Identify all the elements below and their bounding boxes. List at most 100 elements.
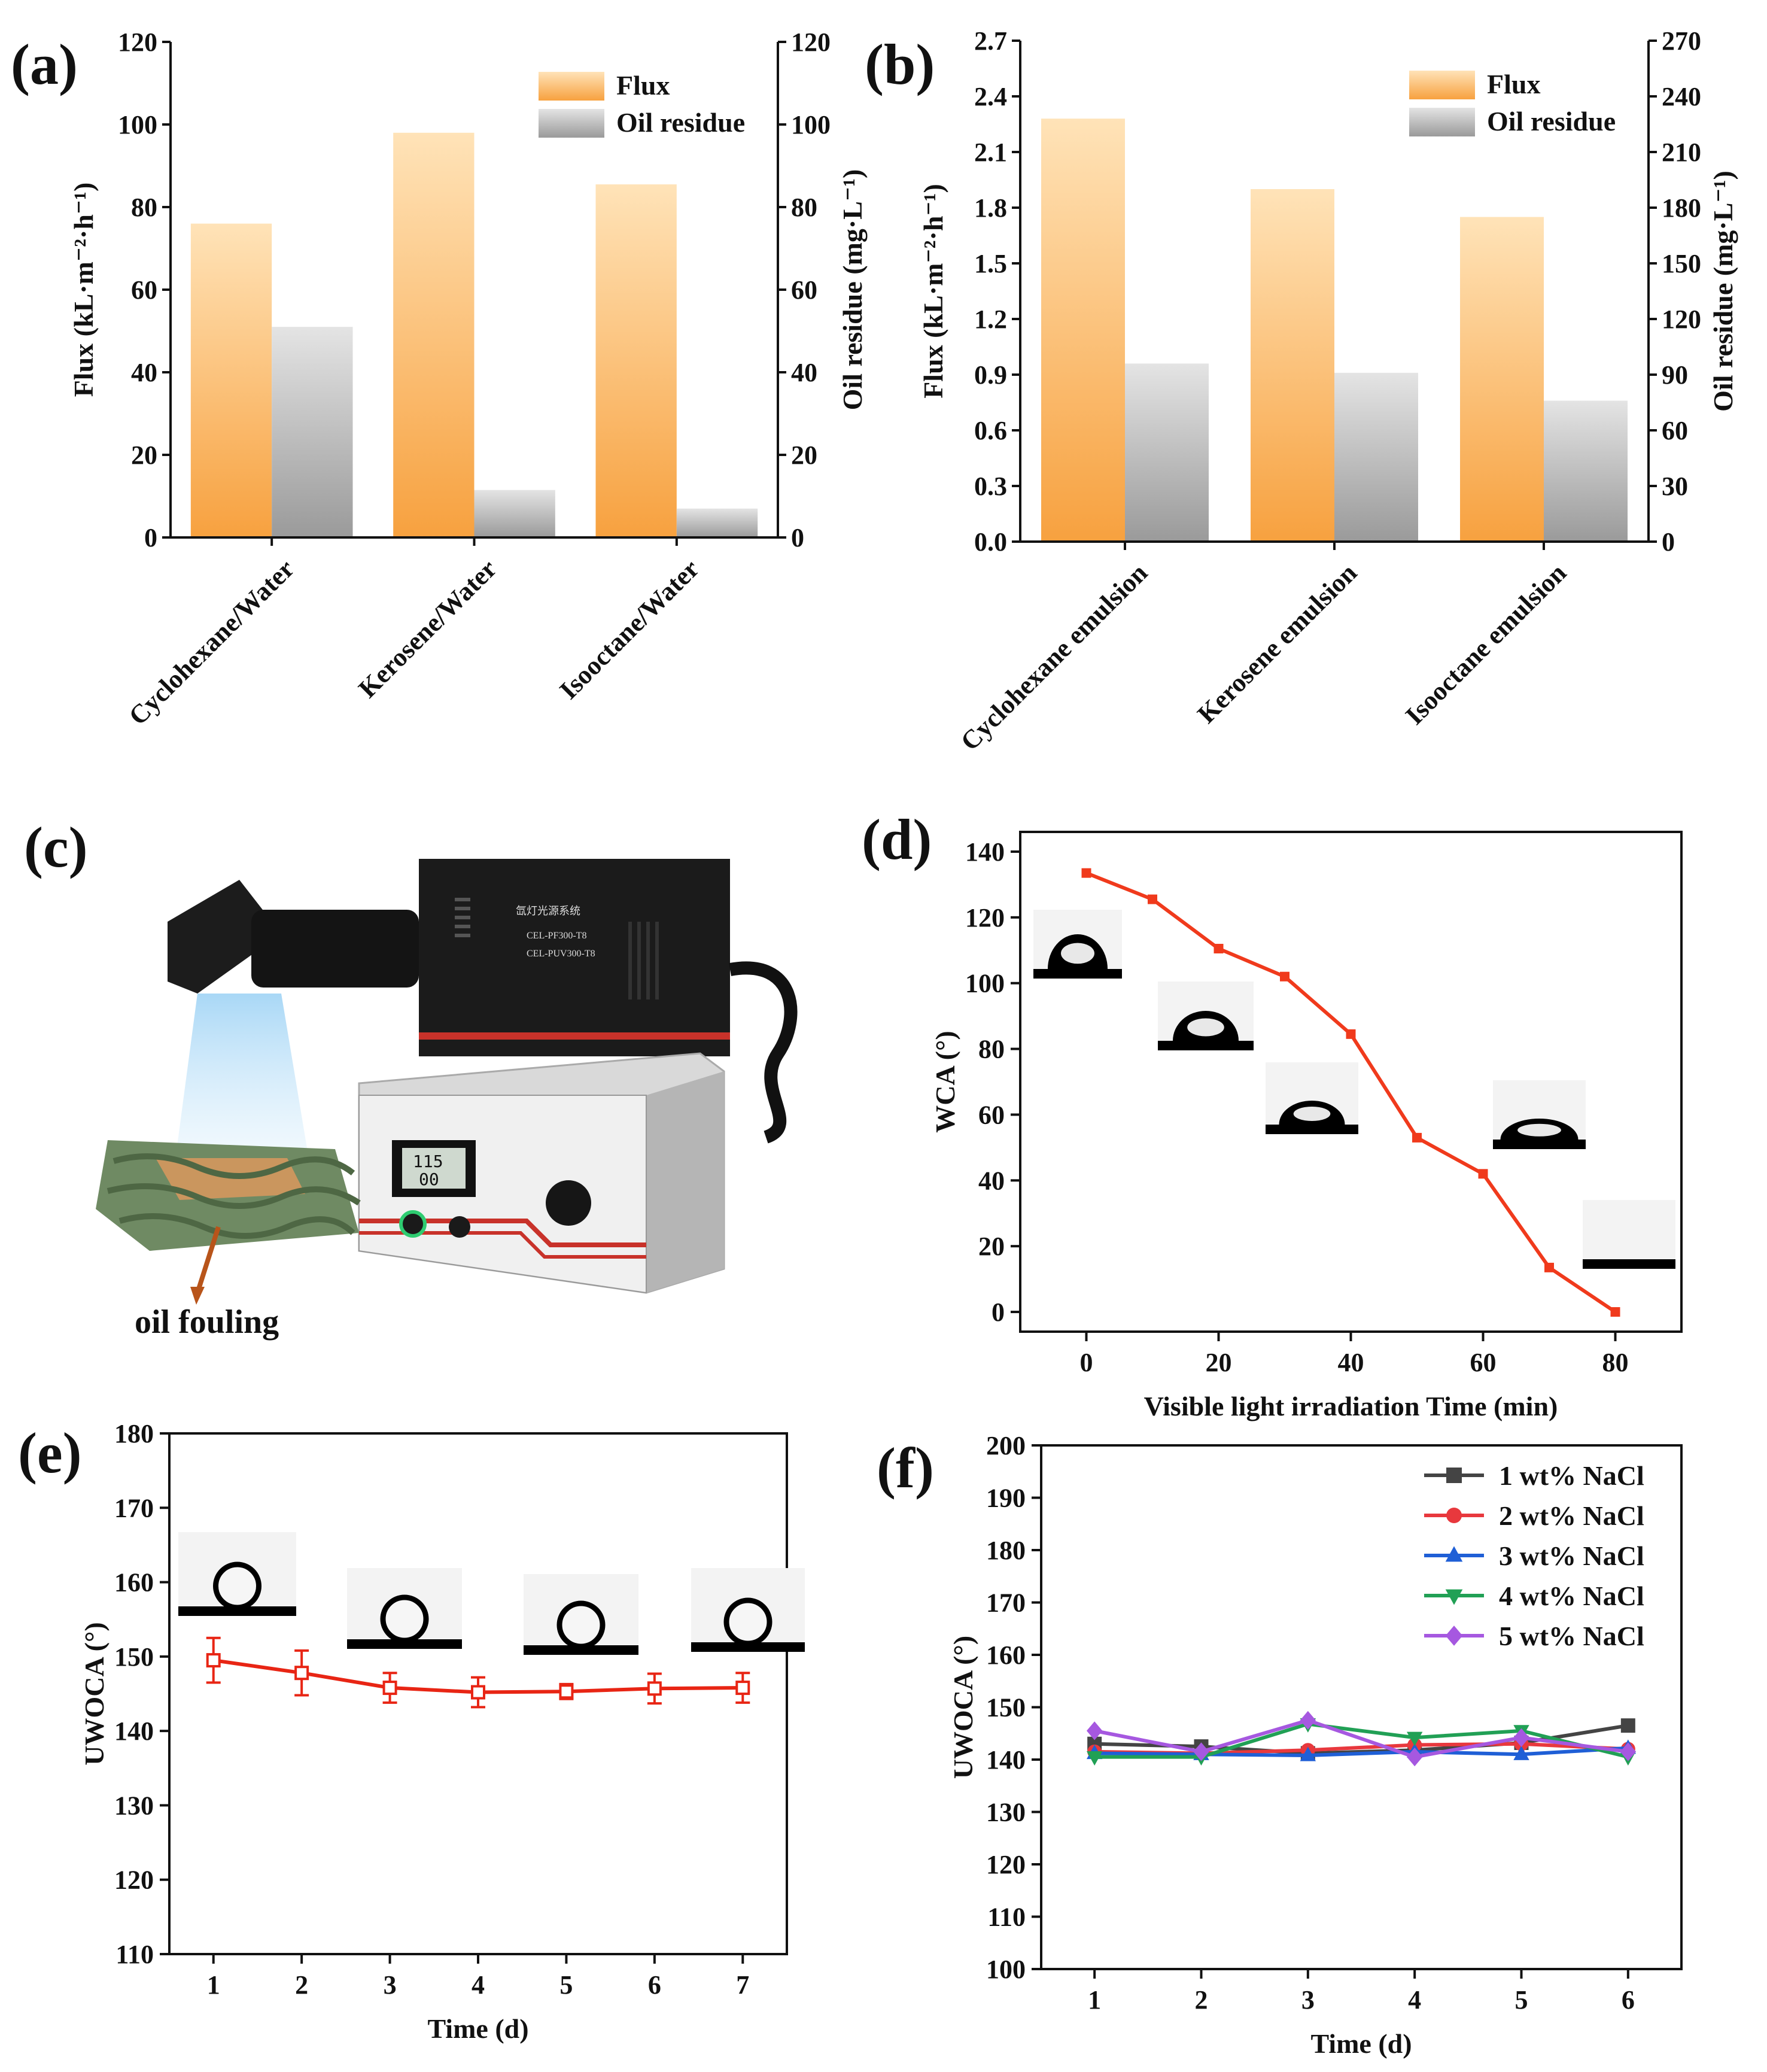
bar-chart-b: Cyclohexane emulsion Kerosene emulsion Iso… xyxy=(918,26,1738,757)
control-knob-icon xyxy=(546,1180,591,1226)
y-tick-label: 100 xyxy=(118,110,157,139)
wca-inset-4-highlight xyxy=(1517,1123,1561,1137)
marker-diamond xyxy=(1193,1742,1209,1761)
uwoca-inset-2-substrate xyxy=(347,1639,462,1649)
lcd-value-1: 115 xyxy=(413,1152,443,1171)
lamp-arm xyxy=(251,910,419,988)
wca-inset-5-substrate xyxy=(1583,1259,1675,1269)
x-tick-label: 6 xyxy=(1622,1985,1635,2015)
y-tick-label: 0.6 xyxy=(974,416,1007,445)
device-title-text: 氙灯光源系统 xyxy=(516,905,580,917)
y2-tick-label: 180 xyxy=(1662,193,1701,223)
data-point xyxy=(471,1685,485,1700)
category-label: Cyclohexane emulsion xyxy=(955,558,1153,756)
category-label: Isooctane/Water xyxy=(554,554,705,704)
x-tick-label: 6 xyxy=(648,1970,661,2000)
y2-tick-label: 30 xyxy=(1662,472,1688,501)
y2-tick-label: 60 xyxy=(791,275,817,305)
oil-residue-bar xyxy=(1544,400,1628,542)
y2-tick-label: 150 xyxy=(1662,249,1701,278)
y-axis-title: UWOCA (°) xyxy=(79,1622,110,1765)
marker-triangle-down xyxy=(1086,1751,1103,1766)
front-stripe-2 xyxy=(359,1231,646,1259)
y-tick-label: 160 xyxy=(986,1640,1026,1670)
oil-stain xyxy=(156,1158,305,1200)
data-point xyxy=(206,1653,221,1668)
y2-tick-label: 120 xyxy=(1662,305,1701,334)
y-axis-title: Flux (kL·m⁻²·h⁻¹) xyxy=(68,183,99,397)
y-tick-label: 200 xyxy=(986,1431,1026,1460)
y-tick-label: 150 xyxy=(114,1642,154,1672)
y-tick-label: 160 xyxy=(114,1568,154,1597)
series-line xyxy=(1094,1722,1629,1759)
y-tick-label: 0.3 xyxy=(974,472,1007,501)
marker-triangle-down xyxy=(1406,1731,1423,1746)
panel-label-e: (e) xyxy=(18,1421,82,1485)
legend-oil-swatch xyxy=(1409,108,1475,136)
marker-square xyxy=(1620,1718,1635,1733)
legend-oil-label: Oil residue xyxy=(616,107,745,138)
data-point xyxy=(382,1681,397,1696)
panel-label-d: (d) xyxy=(862,807,932,871)
y-tick-label: 80 xyxy=(131,193,157,222)
device-model-1: CEL-PF300-T8 xyxy=(527,931,586,941)
y-tick-label: 140 xyxy=(114,1716,154,1746)
x-tick-label: 3 xyxy=(1301,1985,1315,2015)
controller-side xyxy=(646,1071,724,1293)
flux-bar xyxy=(595,184,677,537)
y-tick-label: 0.9 xyxy=(974,360,1007,390)
legend-label: 1 wt% NaCl xyxy=(1499,1460,1644,1491)
power-cable xyxy=(729,961,798,1144)
x-axis-title: Time (d) xyxy=(1310,2028,1412,2059)
y2-tick-label: 0 xyxy=(1662,527,1675,557)
bar-chart-a: Cyclohexane/Water Kerosene/Water Isooctane… xyxy=(68,28,868,731)
series-line xyxy=(1094,1746,1629,1758)
y-tick-label: 0.0 xyxy=(974,527,1007,557)
data-point xyxy=(294,1666,309,1681)
legend-label: 3 wt% NaCl xyxy=(1499,1541,1644,1571)
x-tick-label: 1 xyxy=(207,1970,220,2000)
y-tick-label: 20 xyxy=(131,440,157,470)
y-tick-label: 180 xyxy=(986,1536,1026,1565)
x-tick-label: 80 xyxy=(1602,1348,1629,1377)
data-point xyxy=(647,1681,662,1696)
arrow-line xyxy=(195,1226,221,1294)
marker-triangle-up xyxy=(1445,1546,1463,1562)
panel-label-a: (a) xyxy=(11,32,78,96)
marker-diamond xyxy=(1445,1626,1463,1646)
y2-axis-title: Oil residue (mg·L⁻¹) xyxy=(1708,171,1738,412)
flux-bar xyxy=(1041,119,1125,542)
flux-bar xyxy=(393,132,475,538)
uwoca-inset-4-drop xyxy=(723,1597,773,1646)
marker-diamond xyxy=(1300,1711,1316,1730)
xenon-lamp-photo: 氙灯光源系统 CEL-PF300-T8 CEL-PUV300-T8 115 00… xyxy=(96,859,798,1341)
x-tick-label: 2 xyxy=(1195,1985,1208,2015)
marker-triangle-up xyxy=(1513,1745,1529,1760)
data-point xyxy=(1412,1132,1422,1143)
y2-tick-label: 40 xyxy=(791,358,817,387)
uwoca-inset-3-drop xyxy=(556,1600,606,1649)
x-axis-title: Time (d) xyxy=(427,2013,528,2044)
panel-label-f: (f) xyxy=(877,1436,934,1500)
wca-inset-1-highlight xyxy=(1061,943,1094,964)
power-button-icon xyxy=(399,1210,427,1238)
y-tick-label: 150 xyxy=(986,1693,1026,1722)
panel-label-c: (c) xyxy=(24,815,88,879)
category-label: Cyclohexane/Water xyxy=(123,554,300,731)
legend-flux-label: Flux xyxy=(1487,69,1540,99)
x-tick-label: 7 xyxy=(736,1970,749,2000)
y2-tick-label: 20 xyxy=(791,440,817,470)
y-tick-label: 80 xyxy=(978,1035,1005,1064)
y-tick-label: 40 xyxy=(978,1166,1005,1195)
lamp-head-icon xyxy=(168,880,281,994)
uwoca-inset-3-substrate xyxy=(524,1645,638,1655)
oil-residue-bar xyxy=(1125,363,1209,542)
uwoca-inset-1-drop xyxy=(213,1561,261,1611)
x-tick-label: 20 xyxy=(1206,1348,1232,1377)
y-tick-label: 190 xyxy=(986,1484,1026,1513)
y2-tick-label: 100 xyxy=(791,110,831,139)
y-tick-label: 110 xyxy=(115,1940,154,1969)
x-tick-label: 5 xyxy=(1515,1985,1528,2015)
x-tick-label: 3 xyxy=(384,1970,397,2000)
